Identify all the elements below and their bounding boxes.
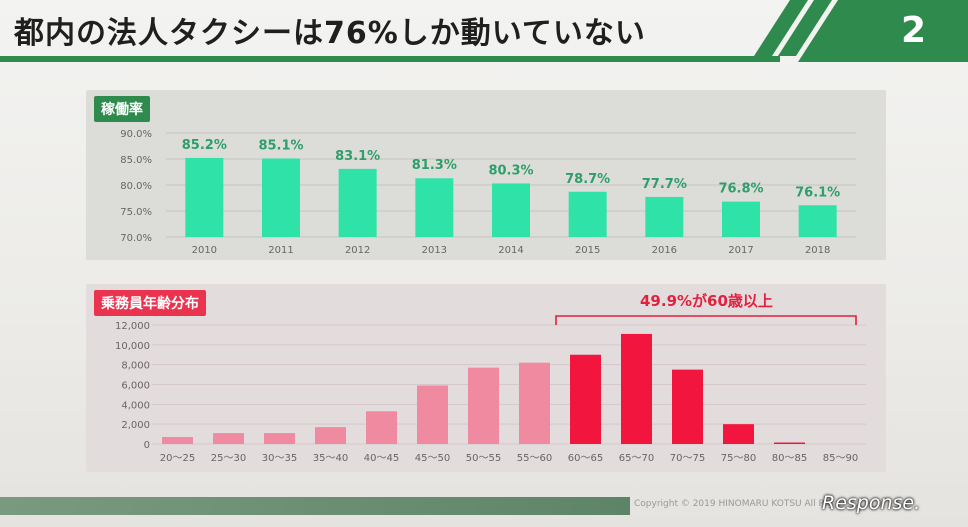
utilization-data-label: 85.2% (182, 138, 227, 153)
title-bar: 都内の法人タクシーは76%しか動いていない 2 (0, 0, 968, 62)
utilization-bar (492, 183, 530, 237)
watermark-logo: Response. (822, 492, 921, 514)
age-bar (723, 424, 754, 444)
age-y-tick-label: 2,000 (121, 420, 150, 431)
age-distribution-chart-title: 乗務員年齢分布 (94, 290, 206, 316)
age-bar (672, 369, 703, 444)
utilization-y-tick-label: 85.0% (120, 155, 152, 166)
age-y-tick-label: 8,000 (121, 361, 150, 372)
utilization-bar (568, 191, 607, 237)
utilization-x-tick-label: 2012 (345, 245, 370, 256)
utilization-chart-title: 稼働率 (94, 96, 150, 122)
utilization-x-tick-label: 2010 (192, 245, 217, 256)
utilization-y-tick-label: 90.0% (120, 129, 152, 140)
utilization-bar (338, 168, 377, 237)
utilization-x-tick-label: 2018 (805, 245, 830, 256)
age-x-tick-label: 80～85 (772, 453, 807, 464)
age-x-tick-label: 45～50 (415, 453, 450, 464)
utilization-y-tick-label: 75.0% (120, 207, 152, 218)
age-bar (213, 433, 244, 444)
age-bar (162, 437, 193, 444)
age-x-tick-label: 20～25 (160, 453, 195, 464)
age-bar (519, 362, 550, 444)
age-x-tick-label: 40～45 (364, 453, 399, 464)
title-decoration (754, 0, 968, 62)
utilization-x-tick-label: 2015 (575, 245, 600, 256)
age-x-tick-label: 75～80 (721, 453, 756, 464)
age-x-tick-label: 65～70 (619, 453, 654, 464)
utilization-y-tick-label: 70.0% (120, 233, 152, 244)
age-bar (468, 367, 499, 444)
age-y-tick-label: 4,000 (121, 400, 150, 411)
utilization-data-label: 76.1% (795, 185, 840, 200)
title-stripe (778, 0, 832, 56)
utilization-x-tick-label: 2017 (728, 245, 753, 256)
utilization-data-label: 80.3% (488, 163, 533, 178)
age-x-tick-label: 30～35 (262, 453, 297, 464)
utilization-data-label: 85.1% (258, 138, 303, 153)
copyright-text: Copyright © 2019 HINOMARU KOTSU All Rig (634, 499, 833, 509)
age-bar (264, 433, 295, 444)
utilization-data-label: 81.3% (412, 158, 457, 173)
title-stripe (754, 0, 808, 56)
utilization-bar (645, 196, 684, 237)
age-bar (570, 354, 601, 444)
age-bar (774, 442, 805, 444)
utilization-bar (722, 201, 760, 237)
utilization-x-tick-label: 2014 (498, 245, 523, 256)
age-y-tick-label: 6,000 (121, 381, 150, 392)
slide-number: 2 (900, 10, 926, 51)
age-x-tick-label: 35～40 (313, 453, 348, 464)
age-x-tick-label: 70～75 (670, 453, 705, 464)
page-title: 都内の法人タクシーは76%しか動いていない (14, 16, 646, 51)
utilization-x-tick-label: 2011 (268, 245, 293, 256)
age-x-tick-label: 60～65 (568, 453, 603, 464)
age-x-tick-label: 25～30 (211, 453, 246, 464)
age-annotation-label: 49.9%が60歳以上 (640, 292, 773, 310)
utilization-data-label: 83.1% (335, 149, 380, 164)
age-bar (366, 411, 397, 444)
age-y-tick-label: 0 (144, 440, 150, 451)
utilization-y-tick-label: 80.0% (120, 181, 152, 192)
age-bar (417, 385, 448, 444)
utilization-data-label: 76.8% (718, 182, 763, 197)
age-x-tick-label: 50～55 (466, 453, 501, 464)
title-underline (0, 56, 780, 62)
title-number-block (798, 0, 968, 62)
utilization-x-tick-label: 2013 (422, 245, 447, 256)
age-x-tick-label: 85～90 (823, 453, 858, 464)
age-x-tick-label: 55～60 (517, 453, 552, 464)
utilization-x-tick-label: 2016 (652, 245, 677, 256)
utilization-bar (262, 158, 300, 237)
utilization-data-label: 77.7% (642, 177, 687, 192)
age-bar (315, 427, 346, 444)
utilization-data-label: 78.7% (565, 172, 610, 187)
utilization-bar (415, 178, 454, 237)
age-bar (621, 333, 652, 444)
utilization-bar (185, 157, 224, 237)
age-y-tick-label: 10,000 (115, 341, 150, 352)
age-annotation-bracket (555, 315, 857, 325)
footer-bar (0, 497, 630, 515)
age-y-tick-label: 12,000 (115, 321, 150, 332)
utilization-bar (798, 205, 837, 237)
